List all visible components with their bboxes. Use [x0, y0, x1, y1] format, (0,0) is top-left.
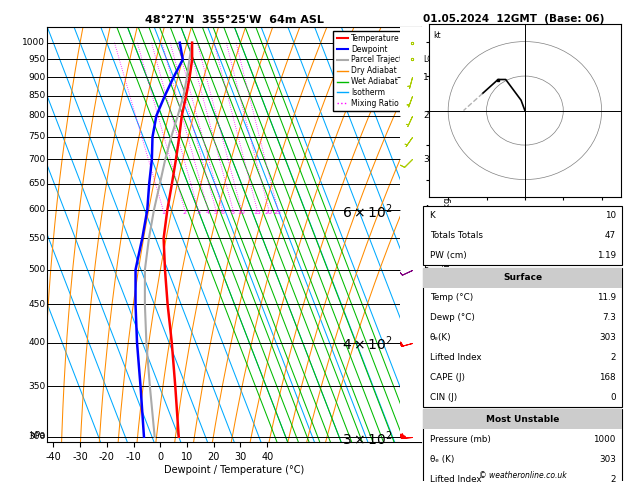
Text: 2: 2 — [610, 475, 616, 484]
Text: 7: 7 — [423, 338, 429, 347]
Text: 5: 5 — [423, 265, 429, 274]
Text: 7.3: 7.3 — [602, 313, 616, 322]
Text: 900: 900 — [28, 73, 45, 82]
Text: 2: 2 — [183, 210, 187, 215]
Text: CAPE (J): CAPE (J) — [430, 373, 465, 382]
Text: 2: 2 — [610, 353, 616, 362]
Text: 11.9: 11.9 — [597, 293, 616, 302]
FancyBboxPatch shape — [423, 268, 622, 407]
Text: 303: 303 — [599, 333, 616, 342]
Text: 0: 0 — [610, 393, 616, 402]
Text: θₑ(K): θₑ(K) — [430, 333, 451, 342]
Text: 800: 800 — [28, 111, 45, 120]
Text: CIN (J): CIN (J) — [430, 393, 457, 402]
Text: 450: 450 — [28, 299, 45, 309]
Text: 4: 4 — [206, 210, 210, 215]
Text: Temp (°C): Temp (°C) — [430, 293, 473, 302]
Text: 500: 500 — [28, 265, 45, 274]
Text: θₑ (K): θₑ (K) — [430, 455, 454, 464]
Text: Most Unstable: Most Unstable — [486, 415, 559, 424]
Text: 400: 400 — [28, 338, 45, 347]
Text: 25: 25 — [274, 210, 282, 215]
Text: Surface: Surface — [503, 273, 542, 282]
Text: Lifted Index: Lifted Index — [430, 353, 481, 362]
Text: Lifted Index: Lifted Index — [430, 475, 481, 484]
FancyBboxPatch shape — [423, 206, 622, 265]
Text: 1000: 1000 — [22, 38, 45, 47]
Text: Mixing Ratio (g/kg): Mixing Ratio (g/kg) — [443, 195, 452, 274]
Text: Totals Totals: Totals Totals — [430, 231, 482, 240]
Text: km
ASL: km ASL — [423, 421, 438, 440]
Text: 650: 650 — [28, 179, 45, 188]
Text: 3: 3 — [423, 155, 429, 164]
Text: Dewp (°C): Dewp (°C) — [430, 313, 474, 322]
Text: 303: 303 — [599, 455, 616, 464]
FancyBboxPatch shape — [423, 409, 622, 429]
Text: 600: 600 — [28, 206, 45, 214]
Text: 6: 6 — [423, 299, 429, 309]
Text: 300: 300 — [28, 432, 45, 441]
Text: 2: 2 — [423, 111, 429, 120]
Text: 1: 1 — [161, 210, 165, 215]
Text: 1: 1 — [423, 73, 429, 82]
Text: 15: 15 — [253, 210, 261, 215]
Text: 750: 750 — [28, 132, 45, 141]
Text: 10: 10 — [238, 210, 245, 215]
X-axis label: Dewpoint / Temperature (°C): Dewpoint / Temperature (°C) — [164, 465, 304, 475]
Text: 1000: 1000 — [594, 435, 616, 444]
Text: 1.19: 1.19 — [597, 251, 616, 260]
Text: 8: 8 — [231, 210, 235, 215]
Text: Pressure (mb): Pressure (mb) — [430, 435, 491, 444]
Text: 01.05.2024  12GMT  (Base: 06): 01.05.2024 12GMT (Base: 06) — [423, 14, 604, 24]
Text: PW (cm): PW (cm) — [430, 251, 466, 260]
Legend: Temperature, Dewpoint, Parcel Trajectory, Dry Adiabat, Wet Adiabat, Isotherm, Mi: Temperature, Dewpoint, Parcel Trajectory… — [333, 31, 418, 111]
Text: 6: 6 — [221, 210, 225, 215]
Text: 700: 700 — [28, 155, 45, 164]
Text: 350: 350 — [28, 382, 45, 391]
Title: 48°27'N  355°25'W  64m ASL: 48°27'N 355°25'W 64m ASL — [145, 15, 324, 25]
Text: 47: 47 — [604, 231, 616, 240]
Text: 4: 4 — [423, 206, 429, 214]
Text: © weatheronline.co.uk: © weatheronline.co.uk — [479, 471, 567, 480]
Text: 20: 20 — [265, 210, 273, 215]
Text: 850: 850 — [28, 91, 45, 101]
Text: LCL: LCL — [423, 55, 437, 64]
Text: 3: 3 — [196, 210, 200, 215]
FancyBboxPatch shape — [423, 268, 622, 288]
Text: 550: 550 — [28, 234, 45, 243]
Text: 168: 168 — [599, 373, 616, 382]
Text: hPa: hPa — [29, 431, 45, 440]
Text: 5: 5 — [214, 210, 218, 215]
Text: kt: kt — [433, 31, 440, 40]
Text: K: K — [430, 211, 435, 220]
FancyBboxPatch shape — [423, 409, 622, 486]
Text: 950: 950 — [28, 55, 45, 64]
Text: 10: 10 — [604, 211, 616, 220]
